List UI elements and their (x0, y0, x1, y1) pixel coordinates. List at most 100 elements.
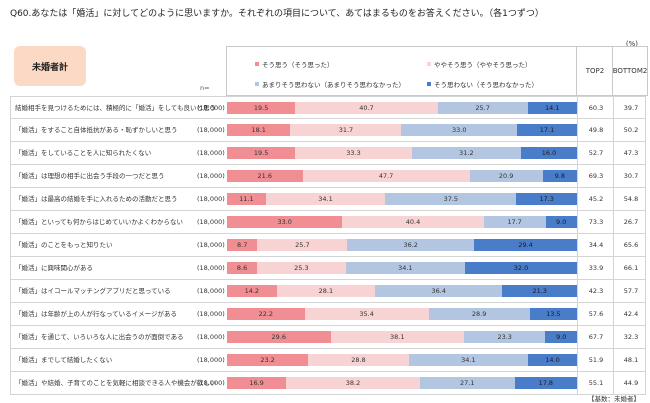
bar-segment-2: 28.8 (308, 354, 409, 366)
bar-segment-1: 23.2 (227, 354, 309, 366)
legend-swatch-1 (255, 62, 259, 66)
bar-segment-4: 32.0 (464, 262, 577, 274)
bar-segment-4: 13.5 (529, 308, 577, 320)
top2-value: 34.4 (577, 234, 614, 256)
category-label: 結婚相手を見つけるためには、積極的に「婚活」をしても良いと思う (15, 104, 216, 112)
bar-segment-2: 25.7 (257, 239, 348, 251)
table-row: 「婚活」までして結婚したくない (18,000) 23.2 28.8 34.1 14.0 5… (10, 349, 646, 372)
top2-value: 52.7 (577, 142, 614, 164)
category-label: 「婚活」をすること自体抵抗がある・恥ずかしいと思う (15, 126, 178, 134)
stacked-bar: 21.6 47.7 20.9 9.8 (227, 170, 577, 182)
bar-segment-4: 9.0 (545, 216, 577, 228)
table-row: 「婚活」のことをもっと知りたい (18,000) 8.7 25.7 36.2 29.4 34… (10, 234, 646, 257)
bar-segment-2: 28.1 (276, 285, 376, 297)
sample-size: (18,000) (197, 126, 225, 134)
legend-label-3: あまりそう思わない（あまりそう思わなかった） (262, 81, 405, 89)
sample-size: (18,000) (197, 218, 225, 226)
category-label: 「婚活」に興味関心がある (15, 264, 93, 272)
top2-value: 33.9 (577, 257, 614, 279)
stacked-bar: 11.1 34.1 37.5 17.3 (227, 193, 577, 205)
top2-value: 57.6 (577, 303, 614, 325)
bottom2-value: 30.7 (613, 165, 648, 187)
stacked-bar: 18.1 31.7 33.0 17.1 (227, 124, 577, 136)
sample-size: (18,000) (197, 104, 225, 112)
legend-label-4: そう思わない（そう思わなかった） (434, 81, 538, 89)
bar-segment-1: 14.2 (227, 285, 277, 297)
table-row: 「婚活」といっても何からはじめていいかよくわからない (18,000) 33.0 40… (10, 211, 646, 234)
bottom2-value: 42.4 (613, 303, 648, 325)
bar-segment-1: 19.5 (227, 102, 296, 114)
bar-segment-2: 34.1 (265, 193, 386, 205)
sample-size: (18,000) (197, 172, 225, 180)
top2-value: 51.9 (577, 349, 614, 371)
bar-segment-3: 28.9 (428, 308, 530, 320)
bar-segment-1: 29.6 (227, 331, 331, 343)
bar-segment-4: 14.0 (528, 354, 577, 366)
top2-value: 73.3 (577, 211, 614, 233)
stacked-bar: 8.6 25.3 34.1 32.0 (227, 262, 577, 274)
legend-item-2: ややそう思う（ややそう思った） (427, 59, 532, 69)
category-label: 「婚活」は理想の相手に出会う手段の一つだと思う (15, 172, 165, 180)
category-label: 「婚活」を通じて、いろいろな人に出会うのが面倒である (15, 333, 184, 341)
bar-segment-2: 47.7 (302, 170, 470, 182)
bar-segment-4: 29.4 (474, 239, 577, 251)
top2-value: 45.2 (577, 188, 614, 210)
legend-swatch-4 (427, 82, 431, 86)
bar-segment-3: 20.9 (469, 170, 543, 182)
bar-segment-2: 38.1 (330, 331, 464, 343)
bottom2-value: 47.3 (613, 142, 648, 164)
bottom2-value: 65.6 (613, 234, 648, 256)
bar-segment-1: 16.9 (227, 377, 287, 389)
category-label: 「婚活」は年齢が上の人が行なっているイメージがある (15, 310, 178, 318)
table-row: 「婚活」を通じて、いろいろな人に出会うのが面倒である (18,000) 29.6 38… (10, 326, 646, 349)
table-row: 「婚活」は年齢が上の人が行なっているイメージがある (18,000) 22.2 35.… (10, 303, 646, 326)
category-label: 「婚活」は最高の結婚を手に入れるための活動だと思う (15, 195, 178, 203)
bottom2-value: 66.1 (613, 257, 648, 279)
top2-value: 49.8 (577, 119, 614, 141)
stacked-bar: 8.7 25.7 36.2 29.4 (227, 239, 577, 251)
sample-size: (18,000) (197, 264, 225, 272)
bar-segment-3: 25.7 (437, 102, 528, 114)
bar-segment-3: 36.4 (375, 285, 503, 297)
stacked-bar: 19.5 40.7 25.7 14.1 (227, 102, 577, 114)
bar-segment-1: 19.5 (227, 147, 296, 159)
bar-segment-3: 37.5 (385, 193, 517, 205)
bar-segment-2: 35.4 (304, 308, 429, 320)
table-row: 「婚活」や結婚、子育てのことを気軽に相談できる人や機会が欲しい (18,000) 1… (10, 372, 646, 395)
legend-item-3: あまりそう思わない（あまりそう思わなかった） (255, 79, 405, 89)
sample-size: (18,000) (197, 149, 225, 157)
bottom2-value: 54.8 (613, 188, 648, 210)
bar-segment-4: 9.8 (542, 170, 577, 182)
legend-item-1: そう思う（そう思った） (255, 59, 334, 69)
top2-value: 55.1 (577, 372, 614, 394)
bar-segment-4: 14.1 (527, 102, 577, 114)
bar-segment-1: 11.1 (227, 193, 266, 205)
bar-segment-1: 18.1 (227, 124, 291, 136)
bar-segment-3: 36.2 (347, 239, 475, 251)
bottom2-value: 50.2 (613, 119, 648, 141)
sample-size: (18,000) (197, 379, 225, 387)
bottom2-value: 26.7 (613, 211, 648, 233)
table-row: 「婚活」に興味関心がある (18,000) 8.6 25.3 34.1 32.0 33.9 6… (10, 257, 646, 280)
table-row: 「婚活」は理想の相手に出会う手段の一つだと思う (18,000) 21.6 47.7 2… (10, 165, 646, 188)
category-label: 「婚活」や結婚、子育てのことを気軽に相談できる人や機会が欲しい (15, 379, 217, 387)
table-row: 「婚活」は最高の結婚を手に入れるための活動だと思う (18,000) 11.1 34.… (10, 188, 646, 211)
stacked-bar: 23.2 28.8 34.1 14.0 (227, 354, 577, 366)
bar-segment-3: 33.0 (401, 124, 518, 136)
table-row: 結婚相手を見つけるためには、積極的に「婚活」をしても良いと思う (18,000) 1… (10, 96, 646, 119)
bar-segment-3: 31.2 (411, 147, 521, 159)
bar-segment-3: 34.1 (345, 262, 465, 274)
legend-item-4: そう思わない（そう思わなかった） (427, 79, 538, 89)
bar-segment-1: 8.6 (227, 262, 258, 274)
legend-label-1: そう思う（そう思った） (262, 61, 334, 69)
top2-value: 60.3 (577, 97, 614, 119)
table-row: 「婚活」をしていることを人に知られたくない (18,000) 19.5 33.3 31.… (10, 142, 646, 165)
sample-size: (18,000) (197, 241, 225, 249)
sample-size: (18,000) (197, 310, 225, 318)
category-label: 「婚活」までして結婚したくない (15, 356, 113, 364)
top2-header: TOP2 (576, 46, 613, 96)
top2-value: 69.3 (577, 165, 614, 187)
bar-segment-1: 21.6 (227, 170, 303, 182)
bar-segment-4: 17.1 (517, 124, 577, 136)
bottom2-value: 48.1 (613, 349, 648, 371)
